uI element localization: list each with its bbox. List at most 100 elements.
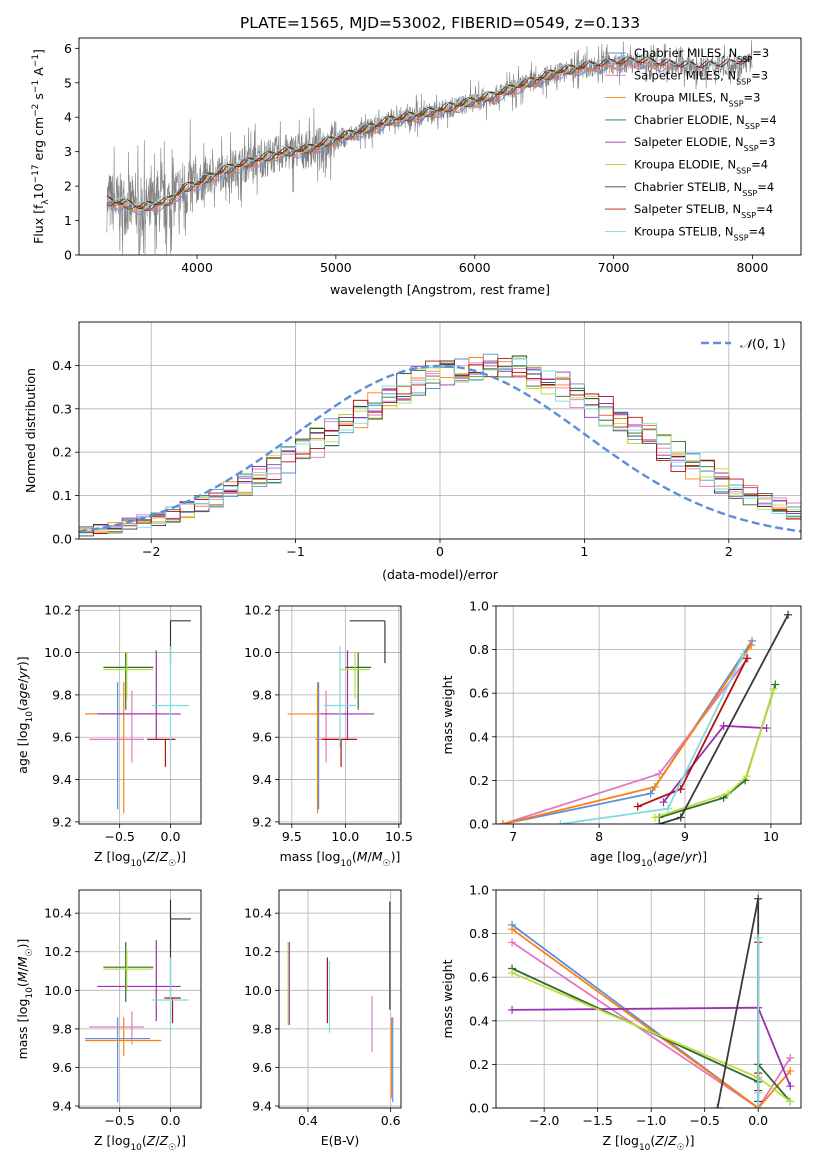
series-marker-kroupa-elodie	[650, 813, 659, 822]
legend-text: Chabrier STELIB, N	[634, 180, 742, 194]
mass_vs_Z-xlabel-part: ☉	[168, 1143, 176, 1153]
massweight_vs_Z-xtick-label: −1.0	[636, 1113, 666, 1128]
age_vs_Z-ylabel-part: (	[15, 706, 30, 711]
massweight_vs_Z-ytick-label: 0.0	[469, 1101, 489, 1116]
residual-histogram-salpeter-stelib	[79, 358, 801, 534]
errorbar-kroupa-stelib	[323, 646, 357, 748]
massweight_vs_Z-ytick-label: 0.6	[469, 970, 489, 985]
mass_vs_Z-ytick-label: 9.6	[52, 1060, 72, 1075]
mass_vs_EBV-frame	[278, 889, 402, 1109]
massweight_vs_Z-xlabel-part: /	[664, 1133, 669, 1148]
residuals-ytick-label: 0.1	[52, 488, 72, 503]
legend-label-salpeter-elodie: Salpeter ELODIE, NSSP=3	[634, 135, 776, 153]
spectrum-xtick-label: 7000	[598, 260, 630, 275]
mass_vs_Z-panel: −0.5 0.09.49.69.810.010.210.4Z [log10(Z/Z…	[15, 889, 202, 1153]
spectrum-ylabel-part: −1	[31, 80, 41, 93]
mass_vs_EBV-ytick-label: 10.2	[244, 944, 272, 959]
residuals-xtick-label: 2	[725, 544, 733, 559]
errorbar-kroupa-stelib	[152, 646, 189, 748]
age_vs_Z-xlabel-part: 10	[130, 859, 142, 869]
series-marker-kroupa-miles	[786, 1066, 795, 1075]
age_vs_Z-ylabel-part: age	[15, 683, 30, 707]
massweight_vs_age-xlabel-part: 10	[641, 859, 653, 869]
age_vs_mass-xtick-label: 10.5	[385, 829, 413, 844]
age_vs_Z-xlabel: Z [log10(Z/Z☉)]	[94, 849, 186, 869]
series-marker-chabrier-stelib	[754, 894, 763, 903]
spectrum-ytick-label: 3	[64, 144, 72, 159]
series-marker-kroupa-elodie	[508, 968, 517, 977]
residuals-xtick-label: −2	[142, 544, 160, 559]
series-marker-chabrier-miles	[748, 636, 757, 645]
mass_vs_Z-xlabel-part: )]	[176, 1133, 186, 1148]
spectrum-ylabel-part: −2	[31, 104, 41, 117]
legend-value: =4	[757, 180, 774, 194]
massweight_vs_age-xlabel-part: (	[652, 849, 657, 864]
mass_vs_Z-ylabel-part: (	[15, 982, 30, 987]
legend-subscript: SSP	[745, 121, 760, 130]
residuals-ytick-label: 0.2	[52, 445, 72, 460]
spectrum-frame	[78, 37, 802, 256]
legend-value: =3	[744, 91, 761, 105]
legend-text: Kroupa MILES, N	[634, 91, 729, 105]
legend-subscript: SSP	[741, 211, 756, 220]
age_vs_Z-xlabel-part: ☉	[168, 859, 176, 869]
series-marker-kroupa-elodie	[769, 684, 778, 693]
massweight_vs_Z-ylabel: mass weight	[440, 959, 455, 1038]
mass_vs_Z-ylabel-part: ☉	[25, 948, 35, 956]
age_vs_Z-ylabel-part: 10	[25, 711, 35, 723]
series-line-kroupa-miles	[511, 928, 791, 1108]
legend-label-chabrier-elodie: Chabrier ELODIE, NSSP=4	[634, 113, 777, 130]
age_vs_mass-panel: 9.5 10.0 10.5 9.2 9.4 9.6 9.8 10.0 10.2 mass [log…	[244, 603, 413, 869]
series-marker-kroupa-elodie	[786, 1097, 795, 1106]
errorbar-salpeter-elodie	[97, 940, 181, 1022]
spectrum-xlabel: wavelength [Angstrom, rest frame]	[330, 282, 550, 297]
massweight_vs_age-ytick-label: 0.6	[469, 686, 489, 701]
legend-subscript: SSP	[729, 99, 744, 108]
series-marker-chabrier-elodie	[771, 680, 780, 689]
residual-xlabel: (data-model)/error	[382, 567, 499, 582]
age_vs_mass-plot-area	[287, 620, 386, 814]
mass_vs_EBV-xlabel-part: E(B-V)	[321, 1133, 360, 1148]
model-spectrum-salpeter-elodie	[106, 65, 586, 211]
legend-subscript: SSP	[742, 188, 757, 197]
massweight_vs_Z-ytick-label: 1.0	[469, 883, 489, 898]
series-marker-chabrier-miles	[646, 789, 655, 798]
massweight_vs_Z-xlabel-part: Z	[654, 1133, 664, 1148]
errorbar-salpeter-stelib	[164, 997, 181, 1024]
errorbar-salpeter-miles	[89, 690, 145, 763]
legend-label-kroupa-stelib: Kroupa STELIB, NSSP=4	[634, 224, 765, 242]
errorbar-salpeter-stelib	[147, 738, 176, 767]
series-marker-kroupa-stelib	[556, 820, 565, 824]
residuals-panel: −2 −1 0 1 2 0.0 0.1 0.2 0.3 0.4 𝒩(0, 1) (data-model…	[23, 321, 802, 582]
mass_vs_Z-plot-area	[85, 899, 191, 1103]
massweight_vs_Z-ytick-label: 0.2	[469, 1057, 489, 1072]
series-marker-kroupa-miles	[747, 641, 756, 650]
legend-text: Salpeter STELIB, N	[634, 202, 741, 216]
age_vs_Z-xlabel-part: Z	[146, 849, 156, 864]
errorbar-chabrier-stelib	[169, 899, 191, 1000]
mass_vs_Z-frame	[78, 889, 202, 1109]
massweight_vs_Z-xtick-label: −2.0	[529, 1113, 559, 1128]
legend-text: Kroupa STELIB, N	[634, 224, 734, 238]
errorbar-chabrier-miles	[85, 682, 151, 810]
model-spectrum-kroupa-stelib	[106, 55, 752, 206]
series-marker-kroupa-miles	[498, 820, 507, 824]
age_vs_mass-xlabel-part: /	[368, 849, 373, 864]
massweight_vs_age-ytick-label: 0.2	[469, 773, 489, 788]
spectrum-ylabel: Flux [fλ10−17 erg cm−2 s−1 A−1]	[31, 49, 51, 244]
age_vs_Z-ylabel: age [log10(age/yr)]	[15, 656, 35, 773]
age_vs_Z-ytick-label: 9.8	[52, 687, 72, 702]
age_vs_Z-frame	[78, 605, 202, 825]
massweight_vs_age-xlabel-part: )]	[697, 849, 707, 864]
series-marker-chabrier-stelib	[713, 1104, 722, 1108]
massweight_vs_age-xtick-label: 7	[509, 829, 517, 844]
series-marker-chabrier-stelib	[655, 820, 664, 824]
mass_vs_Z-xlabel-part: Z	[159, 1133, 169, 1148]
errorbar-salpeter-elodie	[320, 650, 375, 740]
mass_vs_EBV-xtick-label: 0.6	[381, 1113, 401, 1128]
massweight_vs_age-xtick-label: 9	[681, 829, 689, 844]
mass_vs_Z-xlabel-part: Z [log	[94, 1133, 130, 1148]
massweight_vs_age-xlabel-part: /	[681, 849, 686, 864]
residual-histogram-kroupa-elodie	[79, 356, 801, 534]
